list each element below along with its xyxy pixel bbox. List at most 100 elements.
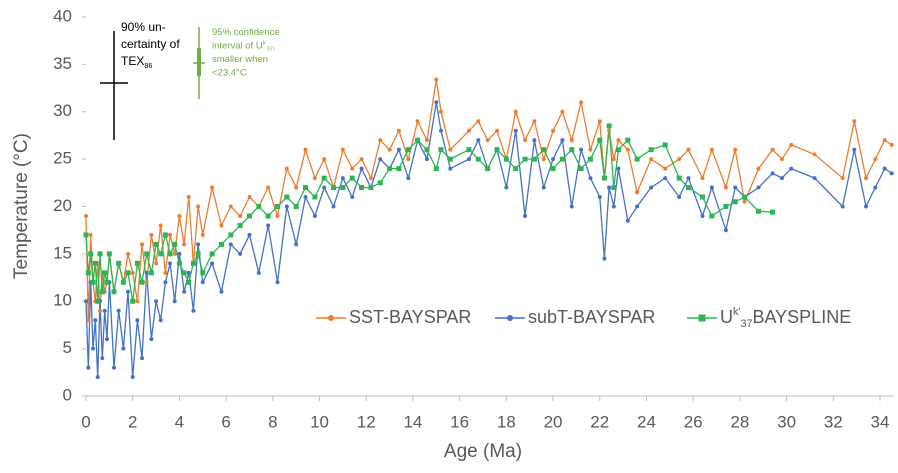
data-point <box>256 204 262 209</box>
annotation-line: <23.4°C <box>212 67 247 78</box>
data-point <box>100 356 105 361</box>
data-point <box>135 299 140 304</box>
data-point <box>177 213 182 218</box>
data-point <box>200 232 205 237</box>
data-point <box>140 242 145 247</box>
data-point <box>186 279 192 285</box>
data-point <box>84 299 88 304</box>
text-part: U <box>720 307 733 327</box>
data-point <box>359 185 365 191</box>
data-point <box>504 185 509 190</box>
text-part: subT-BAYSPAR <box>528 307 655 327</box>
data-point <box>649 185 654 190</box>
data-point <box>663 176 668 181</box>
data-point <box>321 175 327 181</box>
data-point <box>812 176 817 181</box>
text-part: k' <box>263 40 267 46</box>
data-point <box>625 147 630 152</box>
data-point <box>676 175 682 181</box>
data-point <box>700 194 706 200</box>
data-point <box>863 204 868 209</box>
data-point <box>438 109 443 114</box>
data-point <box>191 308 196 313</box>
data-point <box>158 318 163 323</box>
data-point <box>597 195 602 200</box>
text-part: BAYSPLINE <box>752 307 851 327</box>
data-point <box>154 261 159 266</box>
data-point <box>663 166 668 171</box>
data-point <box>756 185 761 190</box>
data-point <box>130 375 135 380</box>
data-point <box>396 128 401 133</box>
tex-error-bar <box>100 31 128 140</box>
data-point <box>378 138 383 143</box>
y-tick-label: 35 <box>53 54 72 73</box>
legend-marker <box>507 315 513 321</box>
data-point <box>218 241 224 247</box>
data-point <box>649 157 654 162</box>
data-point <box>134 260 140 266</box>
data-point <box>406 157 411 162</box>
text-part: 95% confidence <box>212 27 280 38</box>
y-tick-label: 30 <box>53 101 72 120</box>
data-point <box>424 147 430 153</box>
data-point <box>677 157 682 162</box>
data-point <box>168 232 173 237</box>
series-line <box>85 79 893 321</box>
data-point <box>532 138 537 143</box>
data-point <box>256 270 261 275</box>
data-point <box>551 128 556 133</box>
y-tick-label: 10 <box>53 291 72 310</box>
data-point <box>149 232 154 237</box>
data-point <box>889 142 894 147</box>
data-point <box>569 147 575 153</box>
data-point <box>476 119 481 124</box>
data-point <box>634 156 640 162</box>
data-point <box>86 318 91 323</box>
data-point <box>438 147 444 153</box>
data-point <box>135 318 140 323</box>
data-point <box>247 232 252 237</box>
data-point <box>265 213 271 219</box>
data-point <box>415 119 420 124</box>
data-point <box>219 223 224 228</box>
data-point <box>756 208 762 214</box>
data-point <box>434 100 439 105</box>
data-point <box>873 157 878 162</box>
x-tick-label: 16 <box>450 412 469 431</box>
x-tick-label: 22 <box>590 412 609 431</box>
data-point <box>181 270 187 276</box>
data-point <box>601 175 607 181</box>
data-point <box>130 270 135 275</box>
uk37-error-bar <box>193 27 205 99</box>
data-point <box>149 337 154 342</box>
data-point <box>116 308 121 313</box>
text-part: 37 <box>740 318 752 330</box>
x-tick-label: 6 <box>221 412 230 431</box>
x-tick-label: 32 <box>824 412 843 431</box>
data-point <box>840 204 845 209</box>
data-point <box>275 280 280 285</box>
annotation-line: certainty of <box>121 37 180 51</box>
data-point <box>98 308 103 313</box>
x-tick-label: 30 <box>777 412 796 431</box>
text-part: SST-BAYSPAR <box>349 307 471 327</box>
data-point <box>779 157 784 162</box>
data-point <box>140 356 145 361</box>
data-point <box>541 147 547 153</box>
data-point <box>523 213 528 218</box>
text-part: 86 <box>144 61 152 70</box>
data-point <box>167 251 173 257</box>
data-point <box>359 166 364 171</box>
data-point <box>789 142 794 147</box>
data-point <box>303 185 309 191</box>
data-point <box>186 270 191 275</box>
x-tick-label: 8 <box>268 412 277 431</box>
data-point <box>611 204 616 209</box>
data-point <box>126 251 131 256</box>
data-point <box>466 128 471 133</box>
data-point <box>424 157 429 162</box>
x-tick-label: 20 <box>544 412 563 431</box>
data-point <box>700 176 705 181</box>
data-point <box>476 138 481 143</box>
